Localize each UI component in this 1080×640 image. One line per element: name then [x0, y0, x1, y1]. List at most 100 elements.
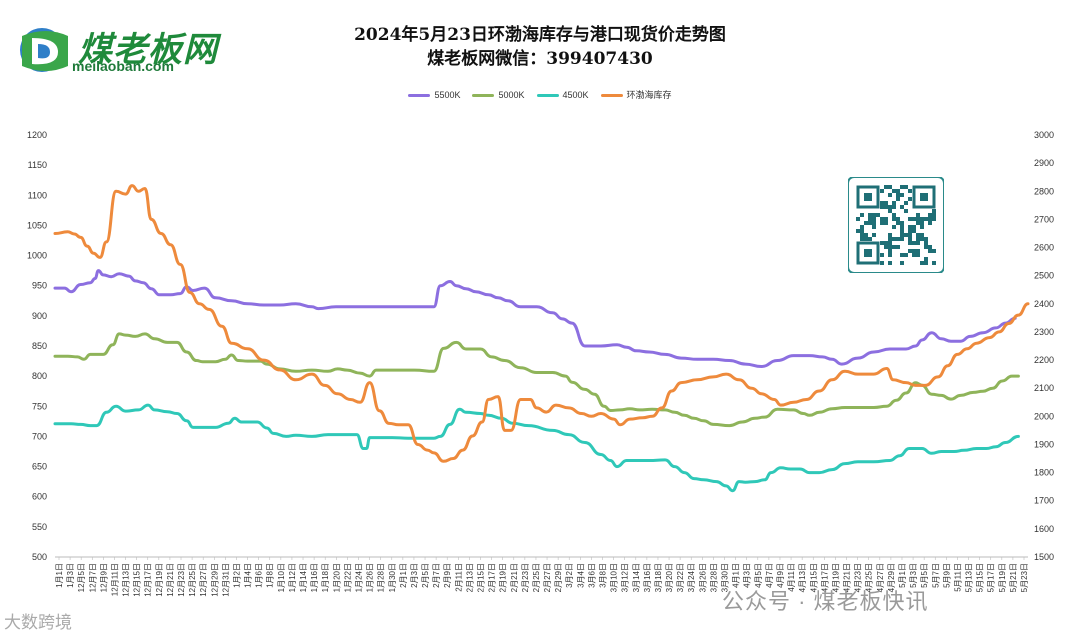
- x-tick-label: 12月25日: [188, 563, 197, 597]
- y-right-tick-label: 2500: [1034, 271, 1054, 281]
- x-tick-label: 5月19日: [998, 563, 1007, 592]
- x-tick-label: 2月27日: [543, 563, 552, 592]
- x-tick-label: 4月19日: [831, 563, 840, 592]
- x-tick-label: 1月10日: [277, 563, 286, 592]
- legend-label: 4500K: [562, 90, 589, 100]
- y-right-tick-label: 2100: [1034, 383, 1054, 393]
- x-tick-label: 2月1日: [399, 563, 408, 588]
- y-right-tick-label: 2300: [1034, 327, 1054, 337]
- x-tick-label: 12月9日: [99, 563, 108, 592]
- x-tick-label: 5月13日: [965, 563, 974, 592]
- x-tick-label: 2月15日: [476, 563, 485, 592]
- y-left-tick-label: 1150: [28, 160, 47, 170]
- x-tick-label: 4月5日: [754, 563, 763, 588]
- y-right-tick-label: 2400: [1034, 299, 1054, 309]
- x-tick-label: 3月24日: [687, 563, 696, 592]
- x-tick-label: 5月11日: [953, 563, 962, 592]
- x-tick-label: 1月26日: [366, 563, 375, 592]
- x-tick-label: 5月1日: [898, 563, 907, 588]
- x-tick-label: 2月19日: [499, 563, 508, 592]
- x-tick-label: 1月22日: [343, 563, 352, 592]
- y-right-tick-label: 1800: [1034, 468, 1054, 478]
- y-left-tick-label: 900: [32, 311, 47, 321]
- y-left-tick-label: 550: [32, 522, 47, 532]
- legend-label: 5000K: [498, 90, 525, 100]
- x-tick-label: 1月12日: [288, 563, 297, 592]
- y-left-tick-label: 950: [32, 281, 47, 291]
- x-tick-label: 12月19日: [155, 563, 164, 597]
- x-tick-label: 2月7日: [432, 563, 441, 588]
- x-tick-label: 12月31日: [221, 563, 230, 597]
- series-line-5500k: [53, 269, 1017, 368]
- x-tick-label: 1月2日: [232, 563, 241, 588]
- x-tick-label: 3月4日: [576, 563, 585, 588]
- series-line-inventory: [53, 184, 1030, 463]
- x-tick-label: 1月24日: [354, 563, 363, 592]
- x-tick-label: 1月16日: [310, 563, 319, 592]
- legend-item: 4500K: [536, 90, 589, 100]
- x-tick-label: 3月8日: [599, 563, 608, 588]
- x-tick-label: 5月21日: [1009, 563, 1018, 592]
- x-tick-label: 5月9日: [942, 563, 951, 588]
- legend-swatch: [408, 94, 431, 98]
- legend-swatch: [472, 94, 495, 98]
- x-tick-label: 1月8日: [266, 563, 275, 588]
- chart-title: 2024年5月23日环渤海库存与港口现货价走势图: [354, 25, 726, 45]
- y-left-tick-label: 1000: [27, 251, 47, 261]
- x-tick-label: 5月7日: [931, 563, 940, 588]
- y-left-tick-label: 750: [32, 401, 47, 411]
- x-tick-label: 4月1日: [732, 563, 741, 588]
- x-tick-label: 12月11日: [110, 563, 119, 596]
- y-right-tick-label: 1700: [1034, 496, 1054, 506]
- x-tick-label: 2月17日: [488, 563, 497, 592]
- x-tick-label: 2月3日: [410, 563, 419, 588]
- brand-name: 煤老板网: [78, 31, 218, 69]
- x-tick-label: 12月13日: [122, 563, 131, 597]
- x-tick-label: 1月6日: [255, 563, 264, 588]
- x-tick-label: 12月17日: [144, 563, 153, 597]
- y-left-tick-label: 850: [32, 341, 47, 351]
- y-right-tick-label: 2200: [1034, 355, 1054, 365]
- qr-code: [847, 176, 945, 274]
- y-right-tick-label: 2900: [1034, 158, 1054, 168]
- x-tick-label: 3月22日: [676, 563, 685, 592]
- legend-item: 5500K: [408, 90, 460, 100]
- x-tick-label: 3月26日: [698, 563, 707, 592]
- x-tick-label: 3月20日: [665, 563, 674, 592]
- x-tick-label: 4月7日: [765, 563, 774, 588]
- x-tick-label: 1月18日: [321, 563, 330, 592]
- y-right-tick-label: 3000: [1034, 130, 1054, 140]
- x-tick-label: 12月27日: [199, 563, 208, 597]
- x-tick-label: 3月12日: [621, 563, 630, 592]
- y-left-tick-label: 1200: [27, 130, 47, 140]
- x-tick-label: 2月23日: [521, 563, 530, 592]
- x-tick-label: 3月6日: [587, 563, 596, 588]
- watermark-left: 大数跨境: [4, 613, 72, 632]
- x-tick-label: 2月5日: [421, 563, 430, 588]
- x-tick-label: 2月9日: [443, 563, 452, 588]
- chart-subtitle: 煤老板网微信：399407430: [427, 49, 653, 69]
- y-right-tick-label: 2000: [1034, 411, 1054, 421]
- y-left-tick-label: 500: [32, 552, 47, 562]
- x-tick-label: 1月30日: [388, 563, 397, 592]
- x-tick-label: 12月15日: [133, 563, 142, 597]
- legend-swatch: [600, 94, 623, 98]
- x-tick-label: 2月13日: [465, 563, 474, 592]
- y-left-tick-label: 650: [32, 462, 47, 472]
- x-tick-label: 12月7日: [88, 563, 97, 592]
- x-tick-label: 5月15日: [976, 563, 985, 592]
- x-tick-label: 4月15日: [809, 563, 818, 592]
- x-tick-label: 1月3日: [66, 563, 75, 588]
- y-right-tick-label: 1600: [1034, 524, 1054, 534]
- series-line-5000k: [53, 332, 1020, 428]
- x-tick-label: 4月11日: [787, 563, 796, 592]
- x-tick-label: 3月2日: [565, 563, 574, 588]
- x-tick-label: 12月21日: [166, 563, 175, 597]
- x-tick-label: 4月21日: [843, 563, 852, 592]
- legend: 5500K 5000K 4500K 环渤海库存: [0, 88, 1080, 101]
- x-tick-label: 3月30日: [721, 563, 730, 592]
- brand-site: meilaoban.com: [72, 58, 174, 74]
- x-tick-label: 2月11日: [454, 563, 463, 592]
- x-tick-label: 3月18日: [654, 563, 663, 592]
